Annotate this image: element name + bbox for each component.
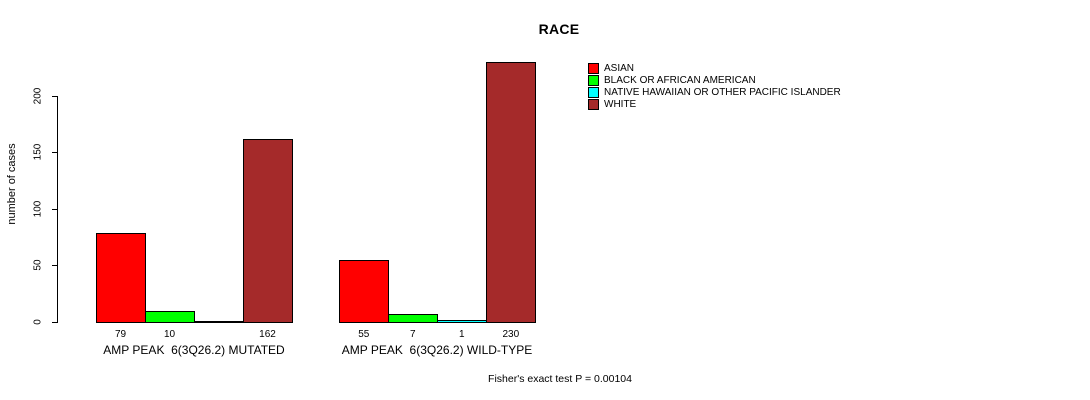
- bar-value-label: 7: [410, 329, 416, 340]
- annotation-fishers-exact-test: Fisher's exact test P = 0.00104: [488, 373, 632, 385]
- bar: [339, 259, 390, 323]
- bar-value-label: 1: [459, 329, 465, 340]
- legend-swatch-asian: [588, 62, 599, 74]
- y-tick: [52, 152, 57, 153]
- chart-title: RACE: [538, 21, 580, 37]
- legend-label-asian: ASIAN: [604, 62, 635, 74]
- y-axis-line: [57, 95, 58, 323]
- bar: [486, 61, 537, 323]
- bar-value-label: 10: [163, 329, 176, 340]
- legend-item-asian: ASIAN: [588, 62, 841, 74]
- y-tick: [52, 95, 57, 97]
- legend-swatch-native-hawaiian-pacific-islander: [588, 86, 599, 98]
- bar-zero: [194, 321, 244, 323]
- y-tick-label: 0: [32, 318, 44, 325]
- bar-value-label: 230: [502, 329, 520, 340]
- bar: [96, 232, 146, 323]
- legend-label-black-or-african-american: BLACK OR AFRICAN AMERICAN: [604, 74, 756, 86]
- y-tick-label: 50: [32, 259, 44, 271]
- x-category-label-wild-type: AMP PEAK 6(3Q26.2) WILD-TYPE: [341, 343, 533, 357]
- y-tick-label: 100: [32, 200, 44, 217]
- y-tick-label: 200: [32, 87, 44, 104]
- bar-value-label: 79: [114, 329, 127, 340]
- legend: ASIAN BLACK OR AFRICAN AMERICAN NATIVE H…: [588, 62, 841, 111]
- bar: [388, 313, 439, 323]
- y-tick: [52, 321, 57, 323]
- y-tick: [52, 265, 57, 266]
- bar-value-label: 162: [259, 329, 276, 340]
- legend-label-native-hawaiian-pacific-islander: NATIVE HAWAIIAN OR OTHER PACIFIC ISLANDE…: [604, 86, 841, 98]
- bar: [437, 319, 488, 323]
- legend-label-white: WHITE: [604, 99, 637, 111]
- legend-item-native-hawaiian-pacific-islander: NATIVE HAWAIIAN OR OTHER PACIFIC ISLANDE…: [588, 86, 841, 98]
- x-category-label-mutated: AMP PEAK 6(3Q26.2) MUTATED: [103, 343, 285, 357]
- y-tick: [52, 208, 57, 210]
- bar: [145, 310, 195, 323]
- y-tick-label: 150: [32, 143, 44, 161]
- bar: [243, 138, 293, 323]
- bar-value-label: 55: [358, 329, 370, 340]
- legend-swatch-white: [588, 99, 599, 111]
- legend-item-white: WHITE: [588, 99, 841, 111]
- y-axis-label: number of cases: [6, 143, 18, 225]
- legend-swatch-black-or-african-american: [588, 74, 599, 86]
- legend-item-black-or-african-american: BLACK OR AFRICAN AMERICAN: [588, 74, 841, 86]
